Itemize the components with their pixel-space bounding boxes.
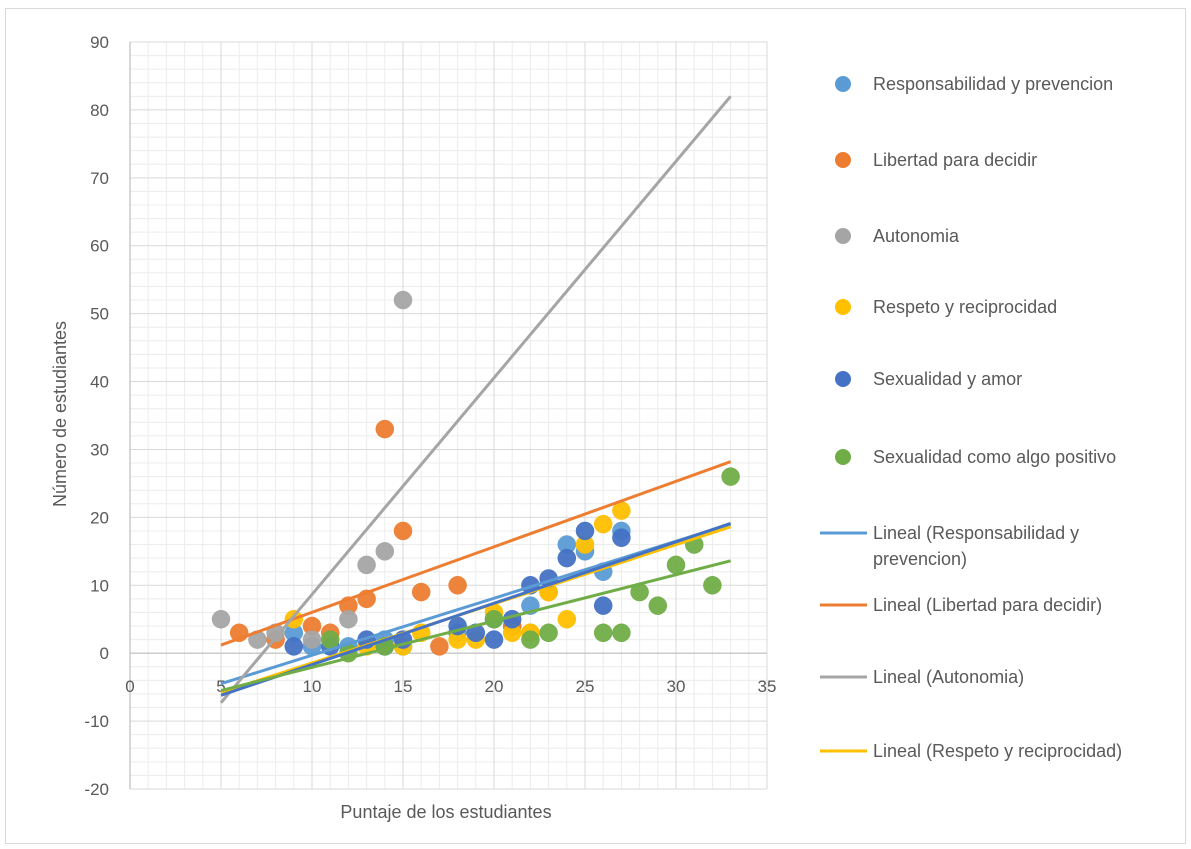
data-point-series-5 (575, 521, 595, 541)
data-point-series-5 (612, 528, 631, 547)
legend-label-trend-1: Lineal (Responsabilidad y (873, 523, 1079, 543)
data-point-series-3 (211, 609, 231, 629)
data-point-series-3 (393, 290, 413, 310)
y-tick-label: 90 (90, 33, 109, 52)
legend-label-series-1: Responsabilidad y prevencion (873, 74, 1113, 94)
data-point-series-6 (593, 623, 613, 643)
legend-marker-series-4 (835, 299, 851, 315)
trendline-2 (220, 460, 732, 647)
legend-label-series-4: Respeto y reciprocidad (873, 297, 1057, 317)
y-tick-label: 40 (90, 373, 109, 392)
x-tick-label: 10 (303, 677, 322, 696)
y-tick-label: -10 (84, 712, 109, 731)
data-points (211, 290, 740, 663)
legend: Responsabilidad y prevencion Libertad par… (820, 74, 1122, 761)
x-tick-labels: 0 5 10 15 20 25 30 35 (125, 677, 776, 696)
legend-label-series-2: Libertad para decidir (873, 150, 1037, 170)
x-tick-label: 0 (125, 677, 134, 696)
y-tick-label: 20 (90, 508, 109, 527)
data-point-series-5 (484, 630, 504, 649)
y-tick-label: 80 (90, 101, 109, 120)
x-axis-title: Puntaje de los estudiantes (340, 802, 551, 822)
data-point-series-2 (375, 419, 395, 439)
data-point-series-2 (430, 637, 449, 656)
x-tick-label: 35 (758, 677, 777, 696)
trendline-3 (219, 95, 732, 704)
trendline-5 (220, 522, 732, 697)
data-point-series-3 (357, 555, 376, 575)
legend-label-series-3: Autonomia (873, 226, 960, 246)
chart-frame (5, 8, 1186, 844)
x-tick-label: 5 (216, 677, 225, 696)
legend-marker-series-3 (835, 228, 851, 244)
y-tick-label: -20 (84, 780, 109, 799)
data-point-series-6 (521, 630, 540, 649)
y-tick-label: 30 (90, 440, 109, 459)
x-tick-label: 30 (667, 677, 686, 696)
data-point-series-5 (593, 596, 613, 615)
data-point-series-4 (593, 514, 613, 534)
y-tick-label: 10 (90, 576, 109, 595)
minor-gridlines (130, 42, 767, 789)
data-point-series-6 (320, 630, 340, 649)
data-point-series-6 (612, 623, 631, 643)
y-tick-labels: 90 80 70 60 50 40 30 20 10 0 -10 -20 (84, 33, 109, 799)
data-point-series-3 (339, 609, 358, 629)
data-point-series-3 (302, 630, 322, 649)
y-tick-label: 70 (90, 169, 109, 188)
data-point-series-5 (557, 548, 577, 568)
y-tick-label: 0 (100, 644, 109, 663)
data-point-series-6 (539, 623, 558, 643)
legend-marker-series-1 (835, 76, 851, 92)
data-point-series-2 (393, 521, 413, 541)
data-point-series-2 (448, 576, 467, 595)
data-point-series-4 (557, 609, 577, 629)
legend-label-series-6: Sexualidad como algo positivo (873, 447, 1116, 467)
data-point-series-5 (284, 637, 304, 656)
legend-label-trend-1: prevencion) (873, 549, 967, 569)
legend-marker-series-6 (835, 449, 851, 465)
trendline-6 (220, 559, 731, 692)
data-point-series-2 (411, 582, 431, 602)
legend-label-series-5: Sexualidad y amor (873, 369, 1022, 389)
data-point-series-6 (648, 596, 668, 615)
legend-marker-series-5 (835, 371, 851, 387)
x-tick-label: 20 (485, 677, 504, 696)
y-axis-title: Número de estudiantes (50, 321, 70, 507)
data-point-series-3 (375, 542, 395, 561)
y-tick-label: 60 (90, 237, 109, 256)
trendlines (219, 95, 732, 704)
data-point-series-6 (703, 576, 722, 595)
legend-label-trend-4: Lineal (Respeto y reciprocidad) (873, 741, 1122, 761)
y-tick-label: 50 (90, 305, 109, 324)
axes (129, 42, 767, 789)
data-point-series-6 (721, 467, 740, 486)
legend-label-trend-3: Lineal (Autonomia) (873, 667, 1024, 687)
legend-marker-series-2 (835, 152, 851, 168)
legend-label-trend-2: Lineal (Libertad para decidir) (873, 595, 1102, 615)
x-tick-label: 25 (576, 677, 595, 696)
x-tick-label: 15 (394, 677, 413, 696)
data-point-series-6 (666, 555, 686, 575)
